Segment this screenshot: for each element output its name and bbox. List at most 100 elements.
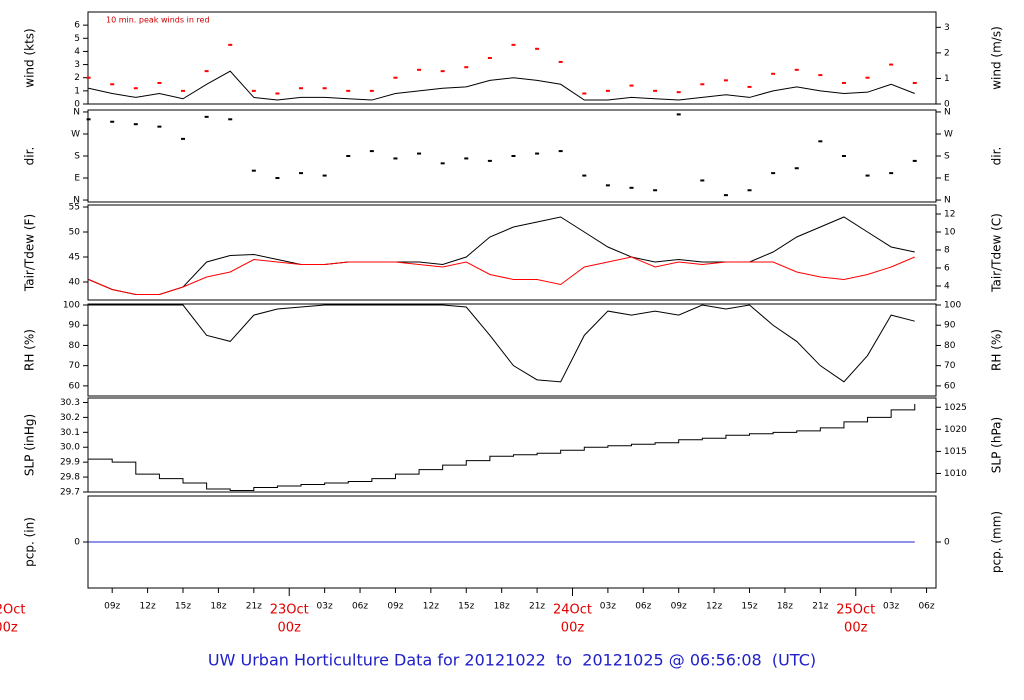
panel-frame <box>87 303 937 397</box>
data-point <box>582 92 587 95</box>
date-label: 22Oct <box>0 603 25 618</box>
data-point <box>86 76 91 79</box>
y2-tick-label: 6 <box>944 263 950 273</box>
y-axis-label: pcp. (in) <box>23 517 37 567</box>
data-point <box>653 189 658 192</box>
data-point <box>322 174 327 177</box>
x-tick-label: 21z <box>529 602 545 612</box>
y2-tick-label: N <box>944 196 951 206</box>
data-point <box>653 89 658 92</box>
data-point <box>110 120 115 123</box>
data-point <box>723 194 728 197</box>
data-point <box>818 140 823 143</box>
y-tick-label: 90 <box>69 321 81 331</box>
x-tick-label: 09z <box>387 602 403 612</box>
data-point <box>417 68 422 71</box>
y-tick-label: 29.8 <box>60 473 80 483</box>
y-tick-label: 0 <box>74 538 80 548</box>
y-tick-label: 100 <box>63 301 80 311</box>
data-point <box>346 89 351 92</box>
x-tick-label: 15z <box>175 602 191 612</box>
data-point <box>865 76 870 79</box>
y-tick-label: 5 <box>74 34 80 44</box>
y2-tick-label: 60 <box>944 381 956 391</box>
data-point <box>157 81 162 84</box>
y-tick-label: E <box>74 174 80 184</box>
x-tick-label: 12z <box>706 602 722 612</box>
data-line <box>88 304 915 383</box>
data-point <box>275 92 280 95</box>
panel-frame <box>87 204 937 301</box>
y-tick-label: N <box>73 196 80 206</box>
data-point <box>464 66 469 69</box>
y2-tick-label: 100 <box>944 301 961 311</box>
y-tick-label: 55 <box>69 203 80 213</box>
y2-axis-label: SLP (hPa) <box>990 417 1004 473</box>
data-point <box>417 152 422 155</box>
y-tick-label: 4 <box>74 47 80 57</box>
date-label: 23Oct <box>270 603 309 618</box>
panel-frame <box>87 11 937 105</box>
data-point <box>700 83 705 86</box>
data-point <box>558 150 563 153</box>
data-point <box>228 118 233 121</box>
data-point <box>157 125 162 128</box>
data-point <box>369 89 374 92</box>
y2-tick-label: N <box>944 107 951 117</box>
x-tick-label: 18z <box>210 602 226 612</box>
y-tick-label: S <box>74 152 80 162</box>
data-point <box>487 159 492 162</box>
x-tick-label: 12z <box>140 602 156 612</box>
data-point <box>865 174 870 177</box>
x-tick-label: 12z <box>423 602 439 612</box>
data-point <box>747 189 752 192</box>
data-point <box>440 70 445 73</box>
date-label: 24Oct <box>553 603 592 618</box>
date-label: 25Oct <box>836 603 875 618</box>
y-axis-label: Tair/Tdew (F) <box>23 214 37 292</box>
data-point <box>322 87 327 90</box>
data-point <box>912 81 917 84</box>
y-tick-label: 2 <box>74 73 80 83</box>
data-line <box>88 403 916 492</box>
y-tick-label: 45 <box>69 253 80 263</box>
data-point <box>723 79 728 82</box>
y2-tick-label: W <box>944 129 953 139</box>
data-point <box>535 47 540 50</box>
y2-tick-label: 0 <box>944 538 950 548</box>
y-tick-label: 6 <box>74 21 80 31</box>
data-point <box>464 157 469 160</box>
y-tick-label: 50 <box>69 228 81 238</box>
y-tick-label: 80 <box>69 341 81 351</box>
data-point <box>889 172 894 175</box>
x-tick-label: 06z <box>352 602 368 612</box>
x-tick-label: 15z <box>458 602 474 612</box>
x-tick-label: 21z <box>246 602 262 612</box>
data-point <box>700 179 705 182</box>
data-point <box>582 174 587 177</box>
annotation: 10 min. peak winds in red <box>106 16 210 25</box>
data-point <box>558 60 563 63</box>
data-point <box>181 89 186 92</box>
y-tick-label: W <box>71 129 80 139</box>
data-point <box>275 177 280 180</box>
data-point <box>889 63 894 66</box>
data-point <box>676 113 681 116</box>
y2-tick-label: 70 <box>944 361 956 371</box>
y2-tick-label: 8 <box>944 245 950 255</box>
data-point <box>841 155 846 157</box>
data-point <box>605 89 610 92</box>
x-tick-label: 03z <box>600 602 616 612</box>
y2-axis-label: dir. <box>990 147 1004 166</box>
data-point <box>181 137 186 140</box>
data-point <box>204 70 209 73</box>
data-point <box>251 169 256 172</box>
panel-frame <box>87 397 937 493</box>
y2-tick-label: 2 <box>944 48 950 58</box>
y-tick-label: 60 <box>69 381 81 391</box>
date-sublabel: 00z <box>561 621 585 636</box>
y-tick-label: N <box>73 107 80 117</box>
data-point <box>299 172 304 175</box>
data-point <box>110 83 115 86</box>
data-point <box>676 91 681 94</box>
